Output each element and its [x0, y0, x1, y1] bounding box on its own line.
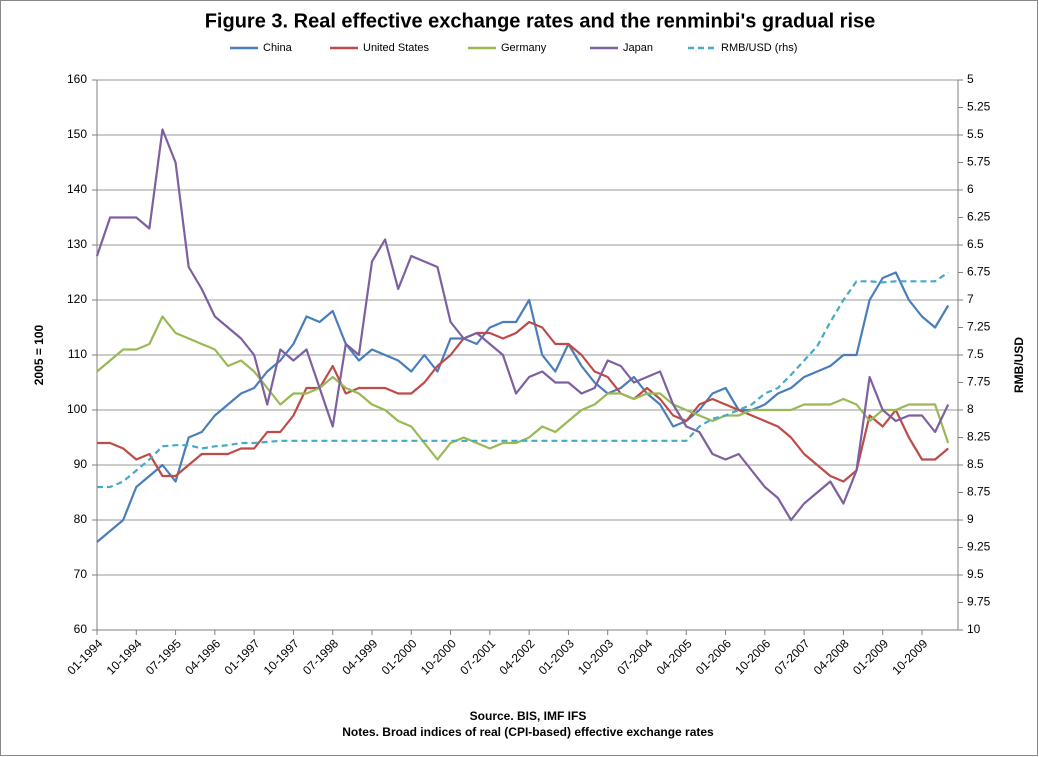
source-note: Source. BIS, IMF IFS — [470, 709, 587, 723]
y2-tick-label: 9.75 — [967, 595, 991, 609]
y-tick-label: 80 — [74, 512, 88, 526]
y-tick-label: 160 — [67, 72, 87, 86]
y2-tick-label: 8 — [967, 402, 974, 416]
y2-tick-label: 7.5 — [967, 347, 984, 361]
series-line — [95, 128, 950, 522]
y-tick-label: 110 — [68, 347, 87, 361]
y-tick-label: 140 — [67, 182, 87, 196]
y2-axis-label: RMB/USD — [1012, 337, 1026, 393]
legend-label: United States — [363, 42, 430, 54]
y2-tick-label: 6.25 — [967, 210, 991, 224]
y-tick-label: 150 — [67, 127, 87, 141]
y-axis-label: 2005 = 100 — [32, 324, 46, 385]
y2-tick-label: 6.5 — [967, 237, 984, 251]
y-tick-label: 90 — [74, 457, 88, 471]
y2-tick-label: 8.25 — [967, 430, 991, 444]
y-tick-label: 100 — [67, 402, 87, 416]
y2-tick-label: 6 — [967, 182, 974, 196]
series-line — [96, 271, 950, 543]
y2-tick-label: 5 — [967, 72, 974, 86]
y2-tick-label: 8.5 — [967, 457, 984, 471]
y-tick-label: 60 — [74, 622, 88, 636]
y2-tick-label: 5.25 — [967, 100, 991, 114]
y2-tick-label: 10 — [967, 622, 981, 636]
y-tick-label: 120 — [67, 292, 87, 306]
series-line — [97, 271, 949, 489]
y2-tick-label: 7 — [967, 292, 974, 306]
series-line — [97, 320, 949, 483]
legend-label: Germany — [501, 42, 547, 54]
notes: Notes. Broad indices of real (CPI-based)… — [342, 725, 714, 739]
legend-label: RMB/USD (rhs) — [721, 42, 797, 54]
y2-tick-label: 8.75 — [967, 485, 991, 499]
y2-tick-label: 9.25 — [967, 540, 991, 554]
y2-tick-label: 7.75 — [967, 375, 991, 389]
legend-label: Japan — [623, 42, 653, 54]
chart-title: Figure 3. Real effective exchange rates … — [205, 10, 876, 32]
y2-tick-label: 6.75 — [967, 265, 991, 279]
y2-tick-label: 5.5 — [967, 127, 984, 141]
y-tick-label: 130 — [67, 237, 87, 251]
y2-tick-label: 9 — [967, 512, 974, 526]
y-tick-label: 70 — [74, 567, 88, 581]
y2-tick-label: 7.25 — [967, 320, 991, 334]
y2-tick-label: 5.75 — [967, 155, 991, 169]
legend-label: China — [263, 42, 293, 54]
y2-tick-label: 9.5 — [967, 567, 984, 581]
